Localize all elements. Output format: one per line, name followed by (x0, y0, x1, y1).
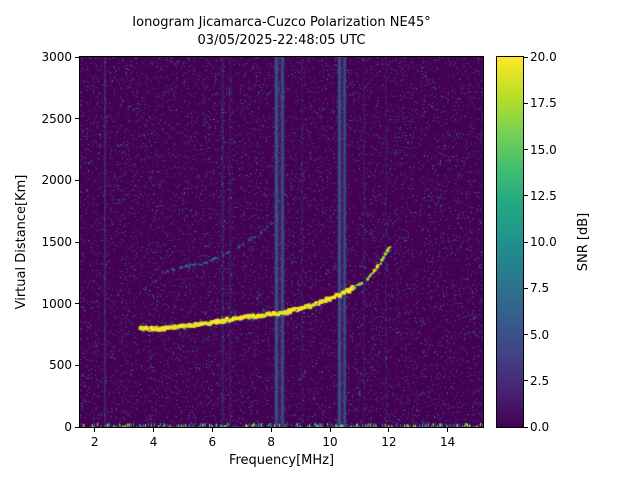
y-tick-label: 1000 (41, 296, 72, 311)
colorbar-tick-label: 15.0 (530, 142, 557, 157)
ionogram-heatmap-canvas (80, 57, 483, 427)
y-tick-label: 3000 (41, 50, 72, 64)
x-tick-label: 14 (440, 435, 456, 449)
colorbar-tick-label: 17.5 (530, 96, 557, 111)
colorbar-tick-mark (524, 56, 528, 58)
y-tick-label: 0 (64, 420, 72, 434)
x-tick-mark (447, 428, 449, 432)
y-tick-label: 2000 (41, 173, 72, 188)
colorbar-gradient (497, 57, 523, 427)
x-tick-label: 2 (90, 435, 99, 449)
x-tick-mark (211, 428, 213, 432)
colorbar-label: SNR [dB] (576, 212, 591, 272)
colorbar-tick-label: 20.0 (530, 50, 557, 64)
colorbar-tick-mark (524, 241, 528, 243)
x-tick-label: 6 (208, 435, 217, 449)
y-tick-mark (75, 364, 79, 366)
colorbar-tick-label: 7.5 (530, 281, 550, 296)
x-tick-label: 12 (381, 435, 397, 449)
x-axis-label: Frequency[MHz] (228, 453, 335, 468)
colorbar-tick-label: 10.0 (530, 235, 557, 249)
y-tick-label: 2500 (41, 111, 72, 126)
colorbar-tick-label: 2.5 (530, 373, 550, 388)
y-tick-mark (75, 241, 79, 243)
chart-title: Ionogram Jicamarca-Cuzco Polarization NE… (132, 15, 431, 30)
colorbar-tick-mark (524, 334, 528, 335)
x-tick-mark (388, 428, 390, 432)
y-tick-label: 500 (49, 358, 72, 373)
colorbar-tick-mark (524, 380, 528, 382)
colorbar-tick-mark (524, 426, 528, 428)
colorbar-tick-label: 12.5 (530, 188, 557, 203)
x-tick-mark (94, 428, 96, 432)
colorbar-tick-mark (524, 195, 528, 197)
colorbar-tick-label: 5.0 (530, 327, 550, 342)
y-tick-mark (75, 118, 79, 120)
x-tick-label: 10 (322, 435, 338, 449)
y-tick-label: 1500 (41, 235, 72, 249)
chart-subtitle: 03/05/2025-22:48:05 UTC (197, 33, 366, 48)
y-tick-mark (75, 303, 79, 305)
x-tick-mark (270, 428, 272, 432)
x-tick-label: 8 (267, 435, 276, 449)
x-tick-mark (153, 428, 155, 432)
y-tick-mark (75, 56, 79, 58)
y-tick-mark (75, 426, 79, 428)
colorbar-tick-label: 0.0 (530, 420, 550, 434)
x-tick-mark (329, 428, 331, 432)
x-tick-label: 4 (149, 435, 158, 449)
colorbar-tick-mark (524, 149, 528, 150)
colorbar-tick-mark (524, 102, 528, 104)
y-tick-mark (75, 179, 79, 181)
colorbar-tick-mark (524, 287, 528, 289)
